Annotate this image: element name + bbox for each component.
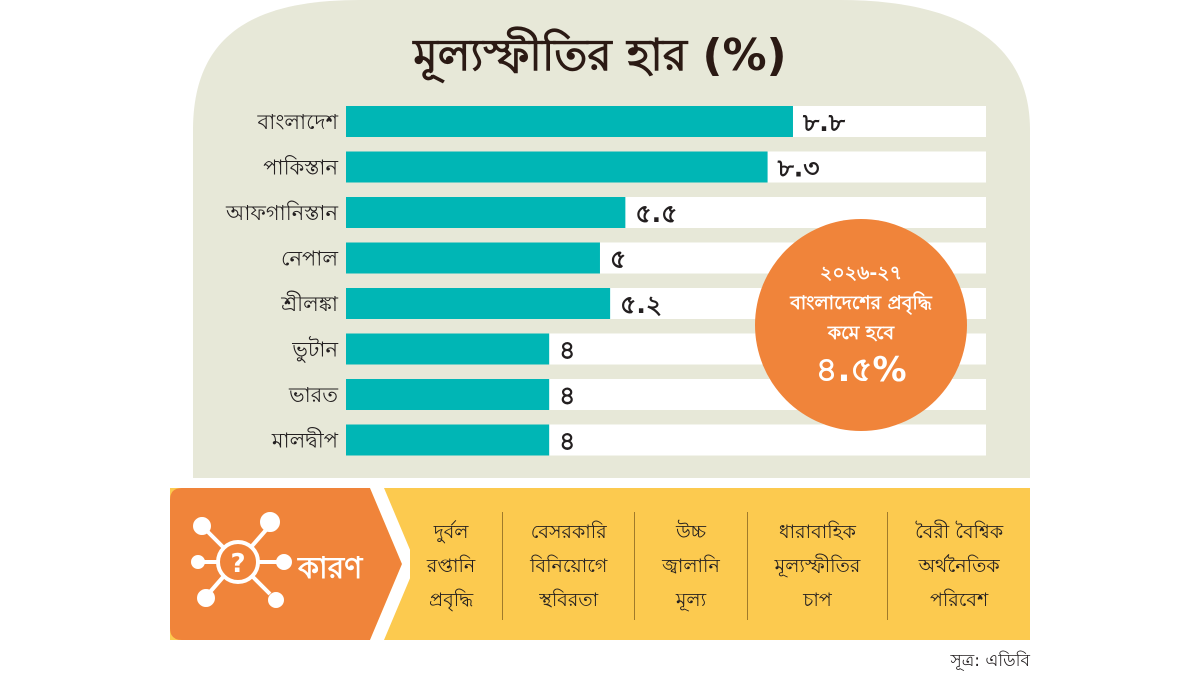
reason-line: বৈরী বৈশ্বিক <box>915 521 1004 543</box>
callout-text: বাংলাদেশের প্রবৃদ্ধি <box>790 292 932 314</box>
bar <box>346 197 626 228</box>
bar <box>346 106 793 137</box>
category-label: পাকিস্তান <box>263 156 338 180</box>
category-label: নেপাল <box>281 247 338 271</box>
reason-line: ধারাবাহিক <box>779 521 856 543</box>
source-note: সূত্র: এডিবি <box>950 651 1031 671</box>
value-label: ৫ <box>610 245 626 274</box>
reason-line: দুর্বল <box>433 521 469 543</box>
reason-line: মূল্যস্ফীতির <box>774 555 861 577</box>
reasons-header: ? <box>170 488 410 640</box>
reason-item: বৈরী বৈশ্বিক অর্থনৈতিক পরিবেশ <box>887 512 1030 620</box>
category-label: মালদ্বীপ <box>271 428 339 453</box>
reason-line: স্থবিরতা <box>539 589 599 611</box>
reason-line: বেসরকারি <box>530 521 607 543</box>
bar <box>346 379 550 410</box>
category-label: ভারত <box>288 383 339 407</box>
value-label: ৮.৩ <box>777 154 820 183</box>
reason-line: মূল্য <box>675 589 707 611</box>
reasons-heading: কারণ <box>298 551 363 586</box>
callout-year: ২০২৬-২৭ <box>819 262 902 284</box>
reason-line: বিনিয়োগে <box>530 555 608 577</box>
bar <box>346 288 611 319</box>
reason-line: রপ্তানি <box>426 555 476 577</box>
value-label: ৪ <box>559 381 575 410</box>
value-label: ৪ <box>559 336 575 365</box>
bar <box>346 333 550 365</box>
reason-line: প্রবৃদ্ধি <box>429 589 474 611</box>
bar <box>346 242 600 274</box>
category-label: আফগানিস্তান <box>225 201 338 225</box>
bar <box>346 424 550 456</box>
value-label: ৫.৫ <box>635 199 677 228</box>
reason-line: অর্থনৈতিক <box>918 555 1000 577</box>
chart-title: মূল্যস্ফীতির হার (%) <box>413 30 787 81</box>
reasons-list: দুর্বল রপ্তানি প্রবৃদ্ধি বেসরকারি বিনিয়োগে স… <box>400 512 1030 620</box>
category-label: ভুটান <box>291 337 338 363</box>
reason-item: ধারাবাহিক মূল্যস্ফীতির চাপ <box>746 512 887 620</box>
value-label: ৪ <box>559 427 575 456</box>
reason-item: বেসরকারি বিনিয়োগে স্থবিরতা <box>502 512 634 620</box>
reason-line: জ্বালানি <box>662 555 720 577</box>
value-label: ৮.৮ <box>802 108 846 137</box>
reason-line: পরিবেশ <box>929 589 989 611</box>
reason-line: চাপ <box>803 589 832 611</box>
category-label: শ্রীলঙ্কা <box>280 291 339 316</box>
reason-item: দুর্বল রপ্তানি প্রবৃদ্ধি <box>400 512 502 620</box>
reason-line: উচ্চ <box>675 521 706 543</box>
growth-callout: ২০২৬-২৭ বাংলাদেশের প্রবৃদ্ধি কমে হবে ৪.৫… <box>755 219 967 431</box>
bar-chart: বাংলাদেশ ৮.৮ পাকিস্তান ৮.৩ আফগানিস্তান ৫.৫ নেপ… <box>225 106 846 456</box>
bar <box>346 151 768 183</box>
reason-item: উচ্চ জ্বালানি মূল্য <box>634 512 747 620</box>
callout-text-2: কমে হবে <box>827 322 895 344</box>
callout-value: ৪.৫% <box>815 350 907 390</box>
svg-text:?: ? <box>230 549 245 579</box>
reasons-panel: ? কারণ দুর্বল রপ্তানি প্রবৃদ্ধি বেসরকারি বিন… <box>170 488 1030 640</box>
value-label: ৫.২ <box>620 290 662 319</box>
question-network-icon: ? <box>191 512 292 608</box>
category-label: বাংলাদেশ <box>257 110 339 134</box>
